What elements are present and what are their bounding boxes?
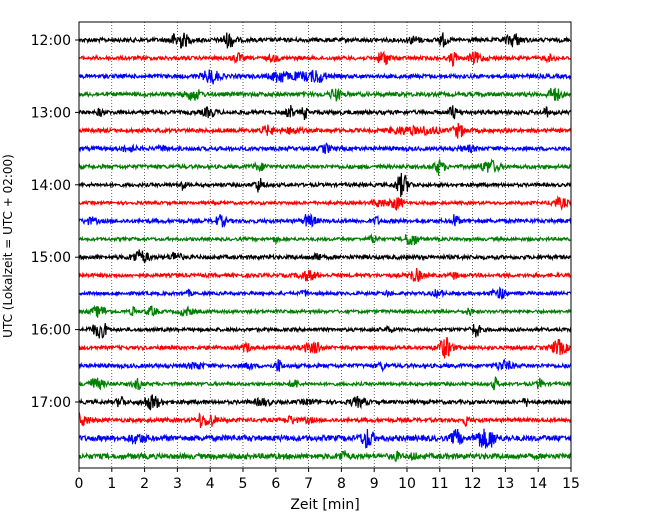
x-tick-label: 5 bbox=[239, 476, 248, 492]
y-tick-label: 12:00 bbox=[31, 33, 71, 49]
trace-line bbox=[78, 358, 572, 373]
x-tick-label: 0 bbox=[75, 476, 84, 492]
x-tick-label: 8 bbox=[337, 476, 346, 492]
trace-line bbox=[78, 142, 572, 155]
trace-line bbox=[78, 104, 572, 120]
x-tick-label: 13 bbox=[496, 476, 514, 492]
trace-line bbox=[78, 268, 572, 283]
x-tick-label: 11 bbox=[431, 476, 449, 492]
trace-line bbox=[78, 376, 572, 391]
trace-line bbox=[78, 233, 572, 246]
x-axis-label: Zeit [min] bbox=[290, 497, 359, 513]
trace-line bbox=[78, 50, 572, 68]
trace-line bbox=[78, 428, 572, 449]
trace-line bbox=[78, 122, 572, 139]
x-tick-label: 10 bbox=[398, 476, 416, 492]
trace-line bbox=[78, 323, 572, 339]
x-tick-label: 15 bbox=[562, 476, 580, 492]
x-tick-label: 1 bbox=[107, 476, 116, 492]
y-tick-label: 13:00 bbox=[31, 105, 71, 121]
trace-line bbox=[78, 212, 572, 228]
trace-line bbox=[78, 411, 572, 428]
trace-line bbox=[78, 304, 572, 318]
x-tick-label: 14 bbox=[529, 476, 547, 492]
x-tick-label: 9 bbox=[370, 476, 379, 492]
trace-line bbox=[78, 394, 572, 411]
trace-line bbox=[78, 286, 572, 300]
trace-line bbox=[78, 249, 572, 264]
trace-line bbox=[78, 450, 572, 463]
plot-frame bbox=[78, 21, 572, 469]
y-tick-label: 16:00 bbox=[31, 323, 71, 339]
trace-line bbox=[78, 32, 572, 49]
x-tick-label: 2 bbox=[140, 476, 149, 492]
trace-line bbox=[78, 195, 572, 211]
trace-line bbox=[78, 172, 572, 198]
trace-line bbox=[78, 157, 572, 176]
trace-line bbox=[78, 69, 572, 85]
x-tick-label: 4 bbox=[206, 476, 215, 492]
trace-line bbox=[78, 337, 572, 359]
x-tick-label: 3 bbox=[173, 476, 182, 492]
trace-group bbox=[78, 32, 572, 463]
x-tick-label: 12 bbox=[464, 476, 482, 492]
y-axis-ticks: 12:00 13:00 14:00 15:00 16:00 17:00 bbox=[31, 33, 79, 411]
x-axis-ticks: 0 1 2 3 4 5 6 7 8 9 10 11 12 13 14 15 bbox=[75, 468, 580, 492]
trace-line bbox=[78, 87, 572, 102]
y-tick-label: 15:00 bbox=[31, 250, 71, 266]
x-tick-label: 7 bbox=[304, 476, 313, 492]
y-tick-label: 14:00 bbox=[31, 178, 71, 194]
y-tick-label: 17:00 bbox=[31, 395, 71, 411]
vertical-grid bbox=[111, 22, 539, 468]
x-tick-label: 6 bbox=[271, 476, 280, 492]
y-axis-label: UTC (Lokalzeit = UTC + 02:00) bbox=[1, 154, 15, 338]
